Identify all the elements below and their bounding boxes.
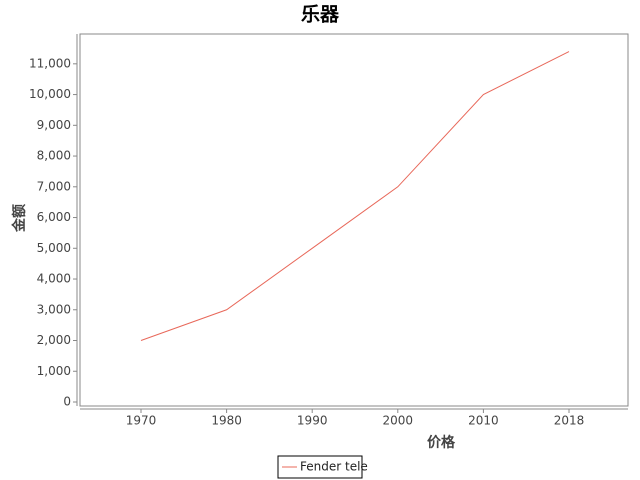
- legend: [277, 455, 363, 479]
- x-tick-label: 2010: [468, 414, 499, 428]
- y-tick-label: 5,000: [37, 241, 71, 255]
- plot-area: [79, 33, 629, 407]
- y-tick-label: 10,000: [29, 87, 71, 101]
- y-tick-label: 11,000: [29, 56, 71, 70]
- y-tick-label: 2,000: [37, 333, 71, 347]
- y-tick-label: 9,000: [37, 118, 71, 132]
- x-axis-label: 价格: [427, 434, 456, 451]
- x-tick-label: 2018: [554, 414, 585, 428]
- y-tick-label: 1,000: [37, 364, 71, 378]
- x-tick-label: 1990: [297, 414, 328, 428]
- y-tick-label: 7,000: [37, 179, 71, 193]
- line-series: [140, 51, 570, 341]
- y-tick-label: 6,000: [37, 210, 71, 224]
- chart-title: 乐器: [301, 4, 340, 26]
- y-axis-label: 金额: [11, 204, 28, 233]
- x-tick-label: 1970: [126, 414, 157, 428]
- x-tick-label: 2000: [383, 414, 414, 428]
- y-tick-label: 0: [63, 395, 71, 409]
- legend-label: Fender tele: [300, 460, 368, 474]
- x-tick-label: 1980: [211, 414, 242, 428]
- y-tick-label: 8,000: [37, 149, 71, 163]
- y-tick-label: 4,000: [37, 272, 71, 286]
- y-tick-label: 3,000: [37, 302, 71, 316]
